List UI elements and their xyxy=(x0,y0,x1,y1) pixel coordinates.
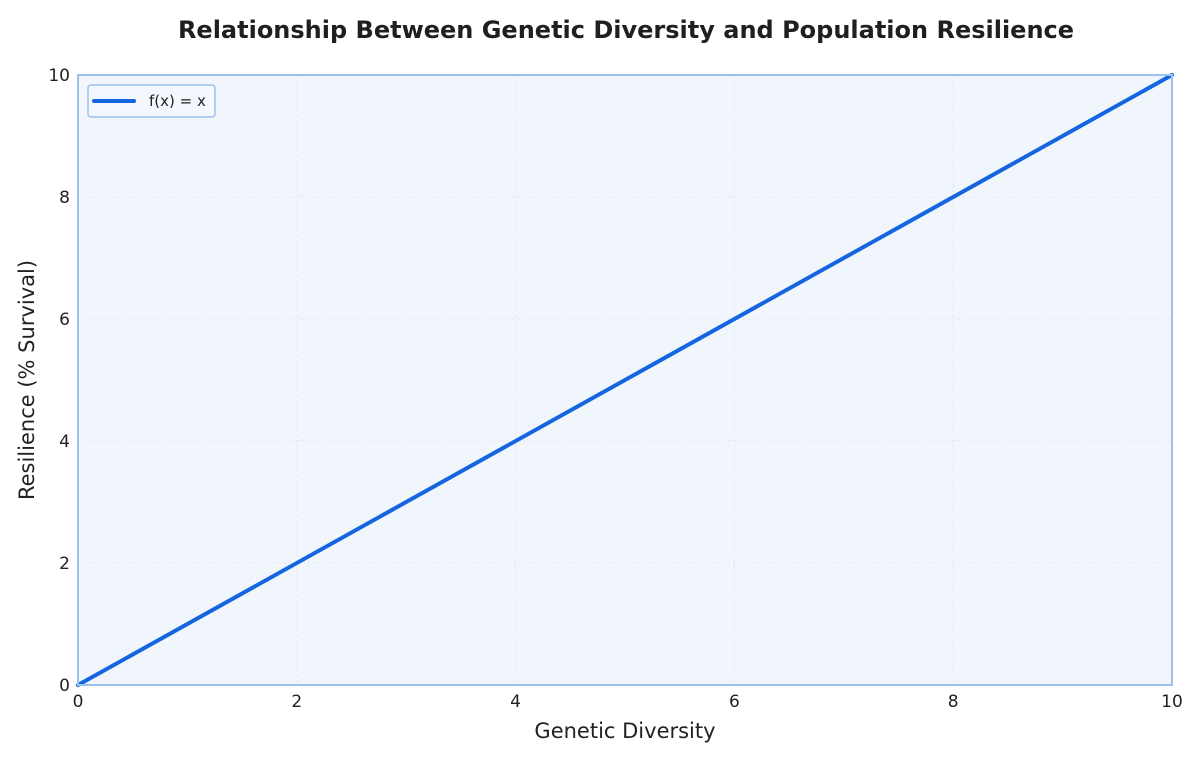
x-axis-ticks: 0 2 4 6 8 10 xyxy=(73,692,1183,712)
x-tick-label: 0 xyxy=(73,692,84,712)
series-line xyxy=(76,73,1174,687)
legend: f(x) = x xyxy=(87,84,216,118)
gridlines xyxy=(78,75,1172,685)
y-tick-label: 0 xyxy=(59,676,70,696)
plot-border xyxy=(77,74,1173,686)
x-tick-label: 6 xyxy=(729,692,740,712)
x-tick-label: 10 xyxy=(1161,692,1183,712)
x-axis-label: Genetic Diversity xyxy=(534,719,715,743)
x-tick-label: 2 xyxy=(291,692,302,712)
legend-box xyxy=(87,84,216,118)
x-tick-label: 4 xyxy=(510,692,521,712)
y-axis-label: Resilience (% Survival) xyxy=(15,260,39,500)
y-tick-label: 2 xyxy=(59,554,70,574)
y-tick-label: 10 xyxy=(48,66,70,86)
y-tick-label: 4 xyxy=(59,432,70,452)
y-axis-ticks: 0 2 4 6 8 10 xyxy=(48,66,70,696)
y-tick-label: 6 xyxy=(59,310,70,330)
legend-label: f(x) = x xyxy=(149,92,206,110)
chart-title: Relationship Between Genetic Diversity a… xyxy=(178,16,1074,44)
y-tick-label: 8 xyxy=(59,188,70,208)
legend-items: f(x) = x xyxy=(92,92,206,110)
series-lines xyxy=(76,73,1174,687)
x-tick-label: 8 xyxy=(948,692,959,712)
